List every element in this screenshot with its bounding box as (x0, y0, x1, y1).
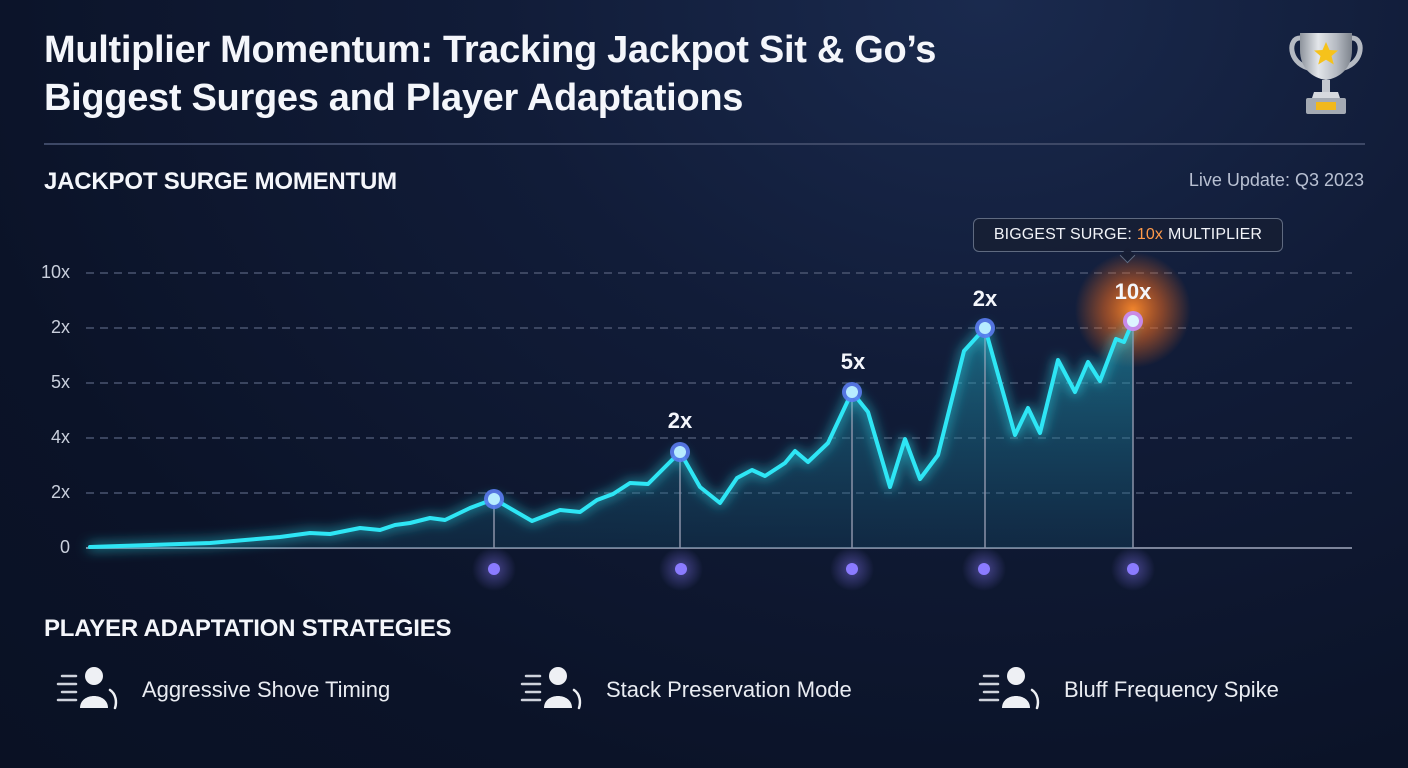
strategy-label: Bluff Frequency Spike (1064, 677, 1279, 702)
y-tick-label: 2x (50, 482, 70, 502)
title-line-1: Multiplier Momentum: Tracking Jackpot Si… (44, 29, 937, 71)
live-update-label: Live Update: Q3 2023 (1188, 170, 1364, 190)
momentum-line (88, 319, 1135, 549)
strategy-item: Aggressive Shove Timing (54, 660, 390, 720)
peak-marker (484, 489, 504, 509)
strategies-section-title: PLAYER ADAPTATION STRATEGIES (44, 615, 452, 642)
header-divider (44, 143, 1365, 145)
biggest-surge-callout: BIGGEST SURGE: 10x MULTIPLIER (973, 218, 1283, 252)
strategy-item: Bluff Frequency Spike (976, 660, 1279, 720)
trophy-icon (1289, 33, 1363, 114)
player-motion-icon (978, 667, 1040, 710)
y-tick-label: 2x (50, 317, 70, 337)
peak-marker (670, 442, 690, 462)
strategy-label: Stack Preservation Mode (606, 677, 852, 702)
peak-droplines (493, 321, 1134, 548)
peak-marker-highlight (1123, 311, 1143, 331)
y-tick-label: 10x (40, 262, 70, 282)
page-title: Multiplier Momentum: Tracking Jackpot Si… (44, 26, 1194, 122)
peak-marker (975, 318, 995, 338)
chart-section-title: JACKPOT SURGE MOMENTUM (44, 168, 397, 195)
callout-prefix: BIGGEST SURGE: (993, 226, 1132, 243)
y-tick-label: 0 (59, 537, 70, 557)
event-dots (472, 547, 1155, 591)
strategy-label: Aggressive Shove Timing (142, 677, 391, 702)
y-tick-label: 4x (50, 427, 70, 447)
player-motion-icon (520, 667, 582, 710)
callout-suffix: MULTIPLIER (1168, 226, 1263, 243)
peak-label: 5x (840, 349, 866, 374)
y-tick-label: 5x (50, 372, 70, 392)
peak-marker (842, 382, 862, 402)
player-motion-icon (56, 667, 118, 710)
peak-markers (484, 311, 1143, 509)
strategy-item: Stack Preservation Mode (518, 660, 852, 720)
peak-label: 2x (972, 286, 998, 311)
biggest-surge-glow (1075, 252, 1191, 368)
title-line-2: Biggest Surges and Player Adaptations (44, 77, 744, 119)
callout-highlight: 10x (1136, 226, 1164, 243)
peak-label-highlight: 10x (1114, 279, 1152, 304)
peak-label: 2x (667, 408, 693, 433)
strategy-list: Aggressive Shove Timing Stack Preservati… (0, 660, 1408, 720)
